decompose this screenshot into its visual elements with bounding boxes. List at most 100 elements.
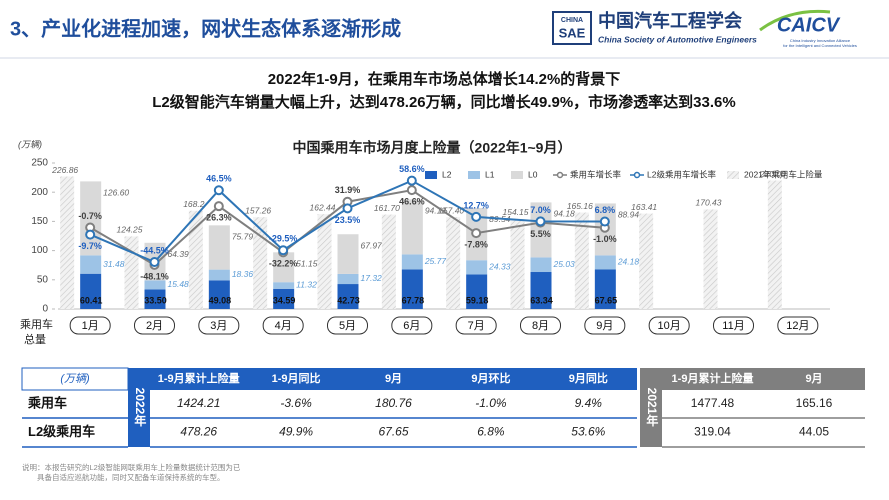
growth-label: -48.1% [140,271,169,281]
bar-2021 [574,212,589,309]
legend-marker [556,171,564,179]
month-pill [777,316,819,335]
bar-label: 168.2 [183,199,205,209]
bar-2021 [703,209,718,309]
month-pill [648,316,690,335]
legend-label: 2021年乘用车上险量 [744,169,823,179]
bar-label: 161.70 [374,203,400,213]
table-unit: (万辆) [60,372,90,385]
growth-label: -9.7% [78,241,102,251]
legend-label: L0 [528,169,538,179]
table-row-label: 乘用车 [27,395,67,410]
growth-label: 31.9% [335,185,361,195]
bar-label: 75.79 [232,232,254,242]
bar-label: 33.50 [144,295,167,305]
logo-badge-text: SAE [559,25,586,40]
growth-marker [278,245,289,256]
table-year-bg [128,368,150,447]
bar-label: 34.59 [273,295,296,305]
bar-2021 [60,176,75,309]
bar-label: 60.41 [80,295,103,305]
x-axis-label: 乘用车 [20,317,53,331]
growth-label: 7.0% [530,205,551,215]
growth-marker [85,229,96,240]
bar-label: 17.32 [361,273,383,283]
bar-label: 18.36 [232,269,254,279]
x-tick-label: 10月 [658,320,681,332]
logo-swoosh [759,9,831,32]
slide-title: 3、产业化进程加速，网状生态体系逐渐形成 [10,16,401,40]
org-name-en: China Society of Automotive Engineers [598,34,757,44]
chart-title: 中国乘用车市场月度上险量（2022年1~9月） [293,140,572,156]
bar-label: 24.18 [617,257,640,267]
bar-segment [530,202,552,258]
bar-label: 63.34 [530,295,553,305]
y-tick-label: 200 [31,187,48,198]
table-cell: 49.9% [279,425,313,439]
bar-label: 59.18 [466,295,489,305]
growth-label: 46.6% [399,197,425,207]
y-tick-label: 0 [42,304,48,315]
growth-label: -0.7% [78,211,102,221]
growth-label: 12.7% [463,200,489,210]
growth-label: 46.5% [206,174,232,184]
bar-label: 126.60 [103,188,129,198]
table-row-label: L2级乘用车 [28,424,95,439]
bar-label: 25.77 [424,256,447,266]
growth-marker [406,175,417,186]
alliance-logo: CAICV [777,14,841,36]
table-column-header: 9月 [385,372,402,385]
bar-label: 157.40 [438,205,464,215]
growth-marker [213,201,224,212]
table-header-bg [150,368,637,390]
bar-label: 15.48 [168,279,190,289]
month-pill [198,316,240,335]
bar-label: 49.08 [209,295,232,305]
legend-label: L1 [485,169,495,179]
bar-label: 67.78 [402,295,425,305]
table-column-header: 1-9月累计上险量 [672,371,754,385]
note: 具备自适应巡航功能，同时又配备车道保持系统的车型。 [37,472,225,482]
x-tick-label: 8月 [532,320,549,332]
growth-label: 58.6% [399,164,425,174]
bar-segment [273,282,295,289]
table-unit-cell [21,367,129,391]
bar-2021 [253,217,268,309]
note: 说明：本报告研究的L2级智能网联乘用车上险量数据统计范围为已 [22,462,241,472]
bar-segment [594,269,616,309]
bar-2021 [639,213,654,309]
bar-label: 24.33 [488,262,511,272]
x-tick-label: 2月 [146,320,163,332]
y-tick-label: 150 [31,216,48,227]
bar-label: 163.41 [631,202,657,212]
month-pill [584,316,626,335]
bar-label: 170.43 [696,198,722,208]
bar-label: 157.26 [245,205,271,215]
bar-segment [273,252,295,283]
bar-segment [401,199,423,255]
x-tick-label: 5月 [339,320,356,332]
bar-segment [144,280,166,290]
growth-marker [149,257,160,268]
bar-segment [208,225,230,270]
growth-marker [213,185,224,196]
bar-label: 226.86 [51,165,78,175]
growth-label: 5.5% [530,229,551,239]
x-tick-label: 11月 [722,320,744,332]
month-pill [134,316,175,335]
growth-marker [535,216,546,227]
bar-segment [466,274,488,309]
table-year: 2022年 [133,388,147,427]
bar-2021 [381,214,396,309]
legend-swatch [727,171,739,179]
bar-label: 154.15 [503,207,529,217]
bar-segment [401,269,423,309]
y-tick-label: 50 [37,274,49,285]
table-cell: 165.16 [796,396,833,410]
growth-label: -44.5% [140,245,169,255]
x-tick-label: 1月 [82,320,99,332]
table-year-bg [640,368,662,447]
bar-label: 67.65 [595,295,618,305]
